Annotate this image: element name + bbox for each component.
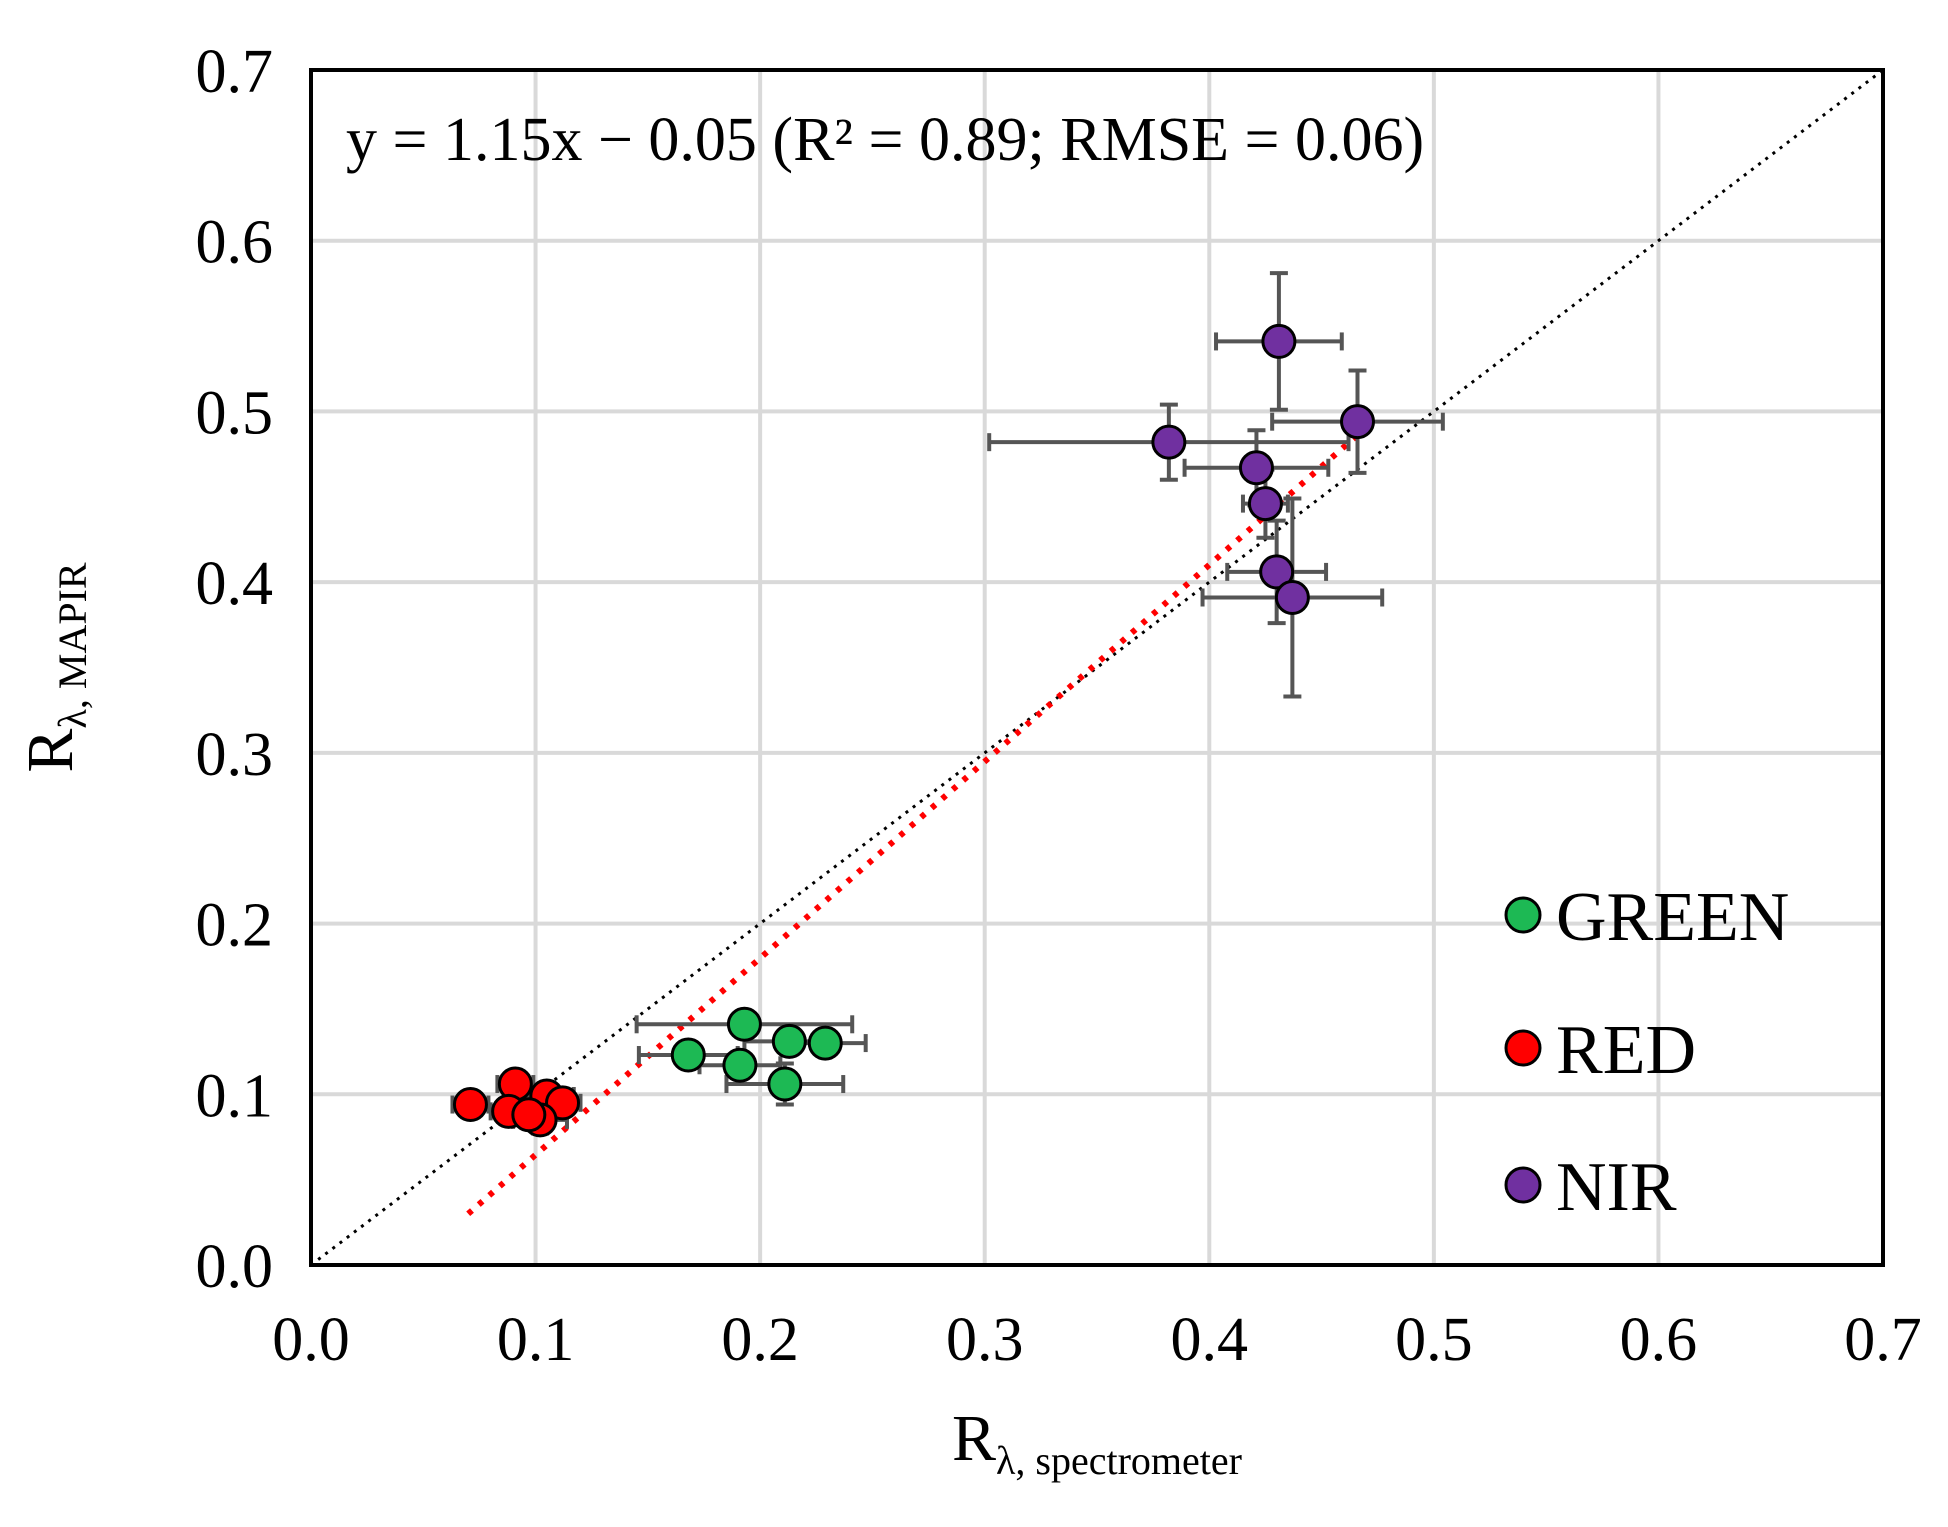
data-point-green: [722, 1047, 758, 1083]
y-axis-title-main: R: [14, 729, 87, 773]
fit-line: [466, 434, 1358, 1217]
data-point-nir: [1238, 450, 1274, 486]
y-tick-labels: 0.0 0.1 0.2 0.3 0.4 0.5 0.6 0.7: [196, 38, 274, 1301]
y-axis-title-subscript: λ, MAPIR: [50, 562, 95, 728]
y-tick-label: 0.3: [196, 721, 274, 789]
data-point-nir: [1261, 323, 1297, 359]
data-point-green: [670, 1037, 706, 1073]
y-tick-label: 0.2: [196, 892, 274, 960]
y-tick-label: 0.0: [196, 1233, 274, 1301]
data-point-nir: [1340, 404, 1376, 440]
data-points: [452, 323, 1376, 1138]
regression-line: [466, 434, 1358, 1217]
legend-label-green: GREEN: [1556, 879, 1789, 956]
x-tick-label: 0.4: [1171, 1306, 1249, 1374]
y-axis-title: Rλ, MAPIR: [14, 562, 95, 772]
x-axis-title: Rλ, spectrometer: [952, 1402, 1242, 1483]
x-tick-label: 0.7: [1844, 1306, 1922, 1374]
data-point-green: [767, 1066, 803, 1102]
y-tick-label: 0.7: [196, 38, 274, 106]
legend-marker-nir: [1504, 1166, 1542, 1204]
legend-marker-green: [1504, 896, 1542, 934]
legend-label-nir: NIR: [1556, 1149, 1677, 1226]
x-tick-label: 0.1: [497, 1306, 575, 1374]
data-point-nir: [1247, 486, 1283, 522]
data-point-green: [771, 1023, 807, 1059]
data-point-green: [807, 1025, 843, 1061]
x-tick-label: 0.5: [1395, 1306, 1473, 1374]
y-tick-label: 0.5: [196, 379, 274, 447]
x-tick-label: 0.2: [721, 1306, 799, 1374]
x-axis-title-subscript: λ, spectrometer: [996, 1438, 1242, 1483]
x-axis-title-main: R: [952, 1402, 996, 1475]
legend-label-red: RED: [1556, 1012, 1696, 1089]
y-tick-label: 0.6: [196, 209, 274, 277]
legend-marker-red: [1504, 1029, 1542, 1067]
data-point-red: [452, 1087, 488, 1123]
legend: GREEN RED NIR: [1504, 879, 1789, 1226]
plot-frame: [309, 68, 1885, 1267]
data-point-red: [511, 1097, 547, 1133]
x-tick-label: 0.6: [1620, 1306, 1698, 1374]
y-tick-label: 0.4: [196, 550, 274, 618]
y-tick-label: 0.1: [196, 1062, 274, 1130]
regression-annotation: y = 1.15x − 0.05 (R² = 0.89; RMSE = 0.06…: [346, 106, 1424, 174]
data-point-green: [726, 1006, 762, 1042]
x-tick-label: 0.3: [946, 1306, 1024, 1374]
data-point-nir: [1259, 554, 1295, 590]
data-point-nir: [1274, 580, 1310, 616]
x-tick-labels: 0.0 0.1 0.2 0.3 0.4 0.5 0.6 0.7: [272, 1306, 1922, 1374]
x-tick-label: 0.0: [272, 1306, 350, 1374]
data-point-nir: [1151, 424, 1187, 460]
